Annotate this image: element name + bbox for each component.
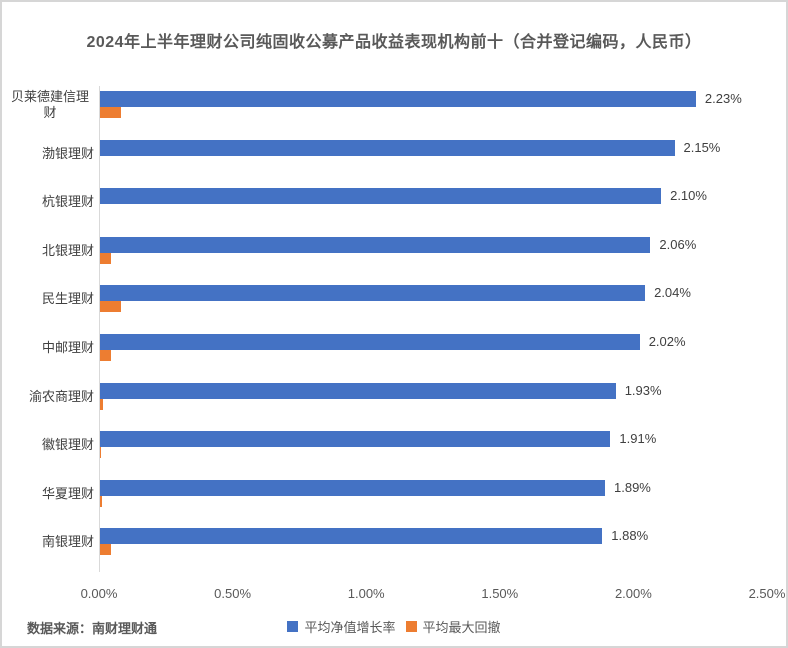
value-label: 1.88% <box>611 528 649 544</box>
category-label: 渤银理财 <box>41 145 94 161</box>
drawdown-bar <box>100 398 103 410</box>
value-label: 2.15% <box>683 139 721 155</box>
bar-row: 2.15% <box>100 135 767 184</box>
growth-bar <box>100 334 640 350</box>
y-axis-line <box>99 86 100 572</box>
value-label: 2.10% <box>670 188 707 204</box>
growth-bar <box>100 431 611 448</box>
value-label: 2.23% <box>704 91 742 106</box>
x-tick-label: 0.00% <box>80 586 118 601</box>
x-tick-label: 0.50% <box>214 586 252 601</box>
plot-area: 2.23% 2.15% 2.10% 2.06% 2.04% 2.02% 1.93% 1.91%… <box>99 86 767 572</box>
category-label: 杭银理财 <box>41 194 94 210</box>
bar-row: 1.93% <box>100 378 767 427</box>
category-label: 徽银理财 <box>41 437 94 453</box>
growth-bar <box>100 382 616 399</box>
x-axis: 0.00% 0.50% 1.00% 1.50% 2.00% 2.50% <box>2 586 788 604</box>
category-label: 北银理财 <box>41 242 94 258</box>
bar-row: 1.88% <box>100 523 767 572</box>
drawdown-bar <box>100 447 102 459</box>
legend-label: 平均净值增长率 <box>304 620 396 635</box>
value-label: 2.06% <box>659 236 697 252</box>
x-tick-label: 2.00% <box>614 586 652 601</box>
growth-bar <box>100 285 646 302</box>
bar-row: 1.89% <box>100 475 767 524</box>
category-label: 南银理财 <box>41 534 94 550</box>
legend-swatch-icon <box>287 621 299 632</box>
bar-row: 2.04% <box>100 280 767 329</box>
growth-bar <box>100 91 696 107</box>
category-axis: 贝莱德建信理财渤银理财杭银理财北银理财民生理财中邮理财渝农商理财徽银理财华夏理财… <box>6 86 94 572</box>
bar-row: 2.23% <box>100 86 767 135</box>
category-label: 渝农商理财 <box>28 388 94 404</box>
value-label: 2.02% <box>648 334 686 349</box>
bar-row: 2.06% <box>100 232 767 281</box>
bar-row: 1.91% <box>100 426 767 475</box>
drawdown-bar <box>100 350 111 361</box>
category-label: 民生理财 <box>41 291 94 307</box>
data-source-note: 数据来源：南财理财通 <box>27 621 158 636</box>
drawdown-bar <box>100 107 122 118</box>
legend-item: 平均最大回撤 <box>405 617 501 636</box>
legend-item: 平均净值增长率 <box>287 617 396 636</box>
growth-bar <box>100 528 603 545</box>
category-label: 华夏理财 <box>41 485 94 501</box>
drawdown-bar <box>100 544 111 556</box>
bar-row: 2.02% <box>100 329 767 378</box>
value-label: 1.91% <box>619 431 657 447</box>
bar-row: 2.10% <box>100 183 767 232</box>
category-label: 中邮理财 <box>41 340 94 355</box>
value-label: 1.93% <box>624 382 662 398</box>
chart-title: 2024年上半年理财公司纯固收公募产品收益表现机构前十（合并登记编码，人民币） <box>86 34 702 51</box>
drawdown-bar <box>100 495 103 507</box>
legend: 平均净值增长率 平均最大回撤 <box>2 617 786 636</box>
value-label: 2.04% <box>654 285 691 301</box>
x-tick-label: 1.00% <box>347 586 385 601</box>
growth-bar <box>100 479 605 496</box>
growth-bar <box>100 236 651 253</box>
category-label: 贝莱德建信理财 <box>10 89 89 120</box>
growth-bar <box>100 188 662 205</box>
footer: 数据来源：南财理财通 平均净值增长率 平均最大回撤 <box>2 617 786 639</box>
drawdown-bar <box>100 301 122 313</box>
legend-label: 平均最大回撤 <box>422 620 501 635</box>
x-tick-label: 1.50% <box>481 586 519 601</box>
drawdown-bar <box>100 252 111 264</box>
value-label: 1.89% <box>614 479 651 495</box>
x-tick-label: 2.50% <box>748 586 786 601</box>
legend-swatch-icon <box>405 621 417 632</box>
growth-bar <box>100 139 675 156</box>
